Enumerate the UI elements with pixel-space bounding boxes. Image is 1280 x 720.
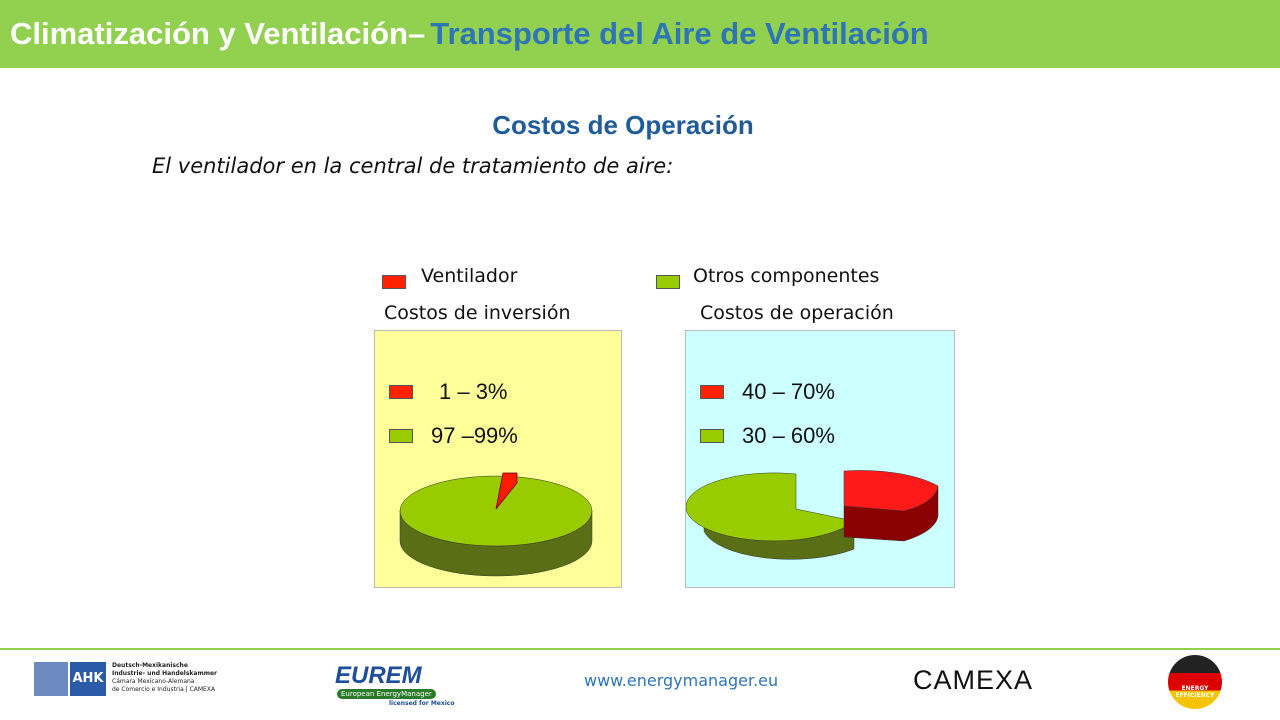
footer-rule bbox=[0, 648, 1280, 650]
item: 1 – 3% bbox=[439, 379, 508, 404]
eurem-name: EUREM bbox=[335, 662, 422, 689]
pie bbox=[399, 472, 593, 577]
marker bbox=[700, 429, 724, 443]
camexa-logo: CAMEXA bbox=[913, 665, 1034, 695]
marker bbox=[700, 385, 724, 399]
legend-label: Ventilador bbox=[421, 265, 518, 287]
item: 40 – 70% bbox=[742, 379, 835, 404]
panel-title: Costos de inversión bbox=[384, 302, 571, 324]
header-bar: Climatización y Ventilación– Transporte … bbox=[0, 0, 1280, 68]
ahk-logo: AHK Deutsch-Mexikanische Industrie- und … bbox=[34, 662, 219, 698]
energy-text: ENERGY EFFICIENCY bbox=[1168, 685, 1222, 699]
eurem-logo: EUREM European EnergyManager licensed fo… bbox=[325, 656, 470, 708]
ahk-line: Cámara Mexicano-Alemana bbox=[112, 678, 195, 685]
intro: El ventilador en la central de tratamien… bbox=[152, 154, 674, 178]
title-main: Climatización y Ventilación– bbox=[10, 16, 426, 51]
footer-url: www.energymanager.eu bbox=[584, 671, 779, 690]
energy-line: ENERGY bbox=[1181, 685, 1209, 692]
item: 30 – 60% bbox=[742, 423, 835, 448]
ahk-line: Deutsch-Mexikanische bbox=[112, 662, 188, 669]
legend-marker bbox=[382, 275, 406, 289]
panel: 40 – 70% 30 – 60% bbox=[685, 330, 955, 588]
energy-logo: ENERGY EFFICIENCY bbox=[1168, 655, 1222, 709]
panel: 1 – 3% 97 –99% bbox=[374, 330, 622, 588]
ahk-line: de Comercio e Industria | CAMEXA bbox=[112, 686, 216, 693]
ahk-badge: AHK bbox=[70, 662, 106, 696]
legend-marker bbox=[656, 275, 680, 289]
energy-line: EFFICIENCY bbox=[1175, 692, 1215, 699]
eurem-note: licensed for Mexico bbox=[389, 700, 455, 707]
title-sub: Transporte del Aire de Ventilación bbox=[430, 16, 929, 51]
pie bbox=[686, 470, 939, 560]
section-title: Costos de Operación bbox=[492, 110, 754, 140]
eurem-subtitle: European EnergyManager bbox=[337, 689, 436, 699]
marker bbox=[389, 429, 413, 443]
legend-label: Otros componentes bbox=[693, 265, 880, 287]
panel-title: Costos de operación bbox=[700, 302, 894, 324]
ahk-icon bbox=[34, 662, 68, 696]
item: 97 –99% bbox=[431, 423, 518, 448]
ahk-text: Deutsch-Mexikanische Industrie- und Hand… bbox=[112, 662, 217, 694]
marker bbox=[389, 385, 413, 399]
ahk-line: Industrie- und Handelskammer bbox=[112, 670, 218, 677]
